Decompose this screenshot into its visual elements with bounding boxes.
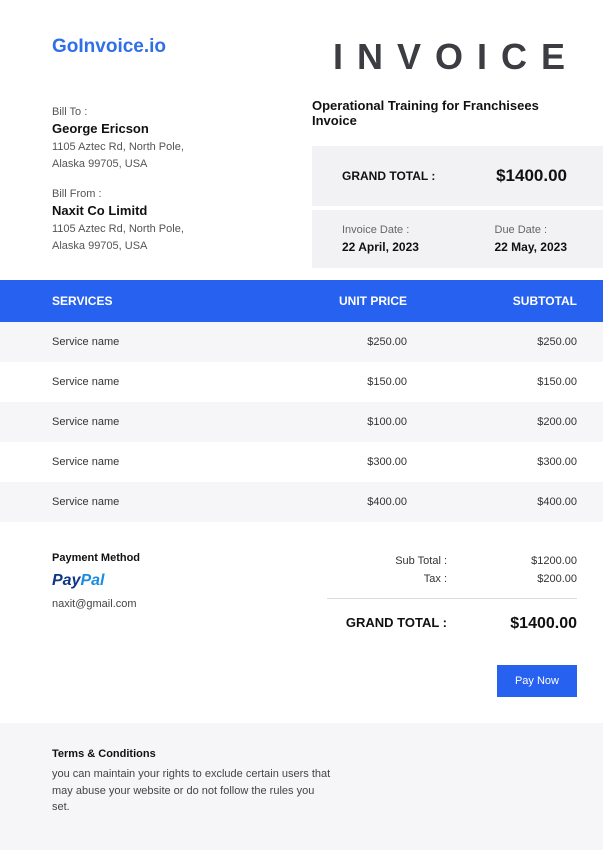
payment-email: naxit@gmail.com xyxy=(52,598,327,610)
bill-to-line2: Alaska 99705, USA xyxy=(52,156,312,173)
table-row: Service name $400.00 $400.00 xyxy=(0,482,603,522)
due-date-col: Due Date : 22 May, 2023 xyxy=(495,224,568,254)
row-price: $100.00 xyxy=(267,416,407,428)
paypal-pal: Pal xyxy=(80,572,104,589)
bill-from-name: Naxit Co Limitd xyxy=(52,203,312,218)
top-section: Bill To : George Ericson 1105 Aztec Rd, … xyxy=(0,88,603,270)
invoice-date-label: Invoice Date : xyxy=(342,224,419,236)
summary-section: Payment Method PayPal naxit@gmail.com Su… xyxy=(0,522,603,649)
bill-from-line2: Alaska 99705, USA xyxy=(52,238,312,255)
tax-value: $200.00 xyxy=(497,573,577,585)
right-column: Operational Training for Franchisees Inv… xyxy=(312,88,603,270)
grand-value: $1400.00 xyxy=(487,615,577,633)
bill-to-name: George Ericson xyxy=(52,121,312,136)
col-header-services: SERVICES xyxy=(52,294,267,308)
payment-method-label: Payment Method xyxy=(52,552,327,564)
bill-from-line1: 1105 Aztec Rd, North Pole, xyxy=(52,221,312,238)
grand-total-amount: $1400.00 xyxy=(496,166,567,186)
table-row: Service name $150.00 $150.00 xyxy=(0,362,603,402)
services-table: SERVICES UNIT PRICE SUBTOTAL Service nam… xyxy=(0,280,603,522)
subtotal-label: Sub Total : xyxy=(327,555,447,567)
grand-label: GRAND TOTAL : xyxy=(327,615,447,633)
row-subtotal: $200.00 xyxy=(407,416,577,428)
terms-text: you can maintain your rights to exclude … xyxy=(52,766,332,816)
row-price: $300.00 xyxy=(267,456,407,468)
row-price: $250.00 xyxy=(267,336,407,348)
table-row: Service name $100.00 $200.00 xyxy=(0,402,603,442)
tax-line: Tax : $200.00 xyxy=(327,570,577,588)
due-date-value: 22 May, 2023 xyxy=(495,240,568,254)
brand-logo: GoInvoice.io xyxy=(52,36,166,78)
grand-total-label: GRAND TOTAL : xyxy=(342,169,435,183)
bill-to-label: Bill To : xyxy=(52,106,312,118)
footer: Terms & Conditions you can maintain your… xyxy=(0,723,603,850)
row-subtotal: $300.00 xyxy=(407,456,577,468)
subtotal-value: $1200.00 xyxy=(497,555,577,567)
row-service: Service name xyxy=(52,336,267,348)
row-service: Service name xyxy=(52,496,267,508)
invoice-date-value: 22 April, 2023 xyxy=(342,240,419,254)
subtitle: Operational Training for Franchisees Inv… xyxy=(312,98,571,128)
terms-title: Terms & Conditions xyxy=(52,748,551,760)
row-service: Service name xyxy=(52,456,267,468)
header: GoInvoice.io INVOICE xyxy=(0,0,603,78)
row-subtotal: $250.00 xyxy=(407,336,577,348)
paypal-pay: Pay xyxy=(52,572,80,589)
bill-to-line1: 1105 Aztec Rd, North Pole, xyxy=(52,139,312,156)
payment-column: Payment Method PayPal naxit@gmail.com xyxy=(52,552,327,639)
table-row: Service name $300.00 $300.00 xyxy=(0,442,603,482)
bill-from-block: Bill From : Naxit Co Limitd 1105 Aztec R… xyxy=(52,188,312,254)
bill-from-label: Bill From : xyxy=(52,188,312,200)
invoice-date-col: Invoice Date : 22 April, 2023 xyxy=(342,224,419,254)
col-header-price: UNIT PRICE xyxy=(267,294,407,308)
subtotal-line: Sub Total : $1200.00 xyxy=(327,552,577,570)
total-divider xyxy=(327,598,577,599)
pay-button-wrap: Pay Now xyxy=(0,649,603,697)
pay-now-button[interactable]: Pay Now xyxy=(497,665,577,697)
row-service: Service name xyxy=(52,416,267,428)
grand-total-box: GRAND TOTAL : $1400.00 xyxy=(312,146,603,206)
paypal-logo: PayPal xyxy=(52,572,327,590)
table-row: Service name $250.00 $250.00 xyxy=(0,322,603,362)
due-date-label: Due Date : xyxy=(495,224,568,236)
tax-label: Tax : xyxy=(327,573,447,585)
addresses-column: Bill To : George Ericson 1105 Aztec Rd, … xyxy=(52,88,312,270)
row-subtotal: $400.00 xyxy=(407,496,577,508)
col-header-subtotal: SUBTOTAL xyxy=(407,294,577,308)
row-subtotal: $150.00 xyxy=(407,376,577,388)
dates-box: Invoice Date : 22 April, 2023 Due Date :… xyxy=(312,210,603,268)
row-service: Service name xyxy=(52,376,267,388)
invoice-title: INVOICE xyxy=(333,36,579,78)
bill-to-block: Bill To : George Ericson 1105 Aztec Rd, … xyxy=(52,106,312,172)
grand-total-line: GRAND TOTAL : $1400.00 xyxy=(327,609,577,639)
totals-column: Sub Total : $1200.00 Tax : $200.00 GRAND… xyxy=(327,552,577,639)
invoice-page: GoInvoice.io INVOICE Bill To : George Er… xyxy=(0,0,603,850)
table-header: SERVICES UNIT PRICE SUBTOTAL xyxy=(0,280,603,322)
row-price: $400.00 xyxy=(267,496,407,508)
row-price: $150.00 xyxy=(267,376,407,388)
